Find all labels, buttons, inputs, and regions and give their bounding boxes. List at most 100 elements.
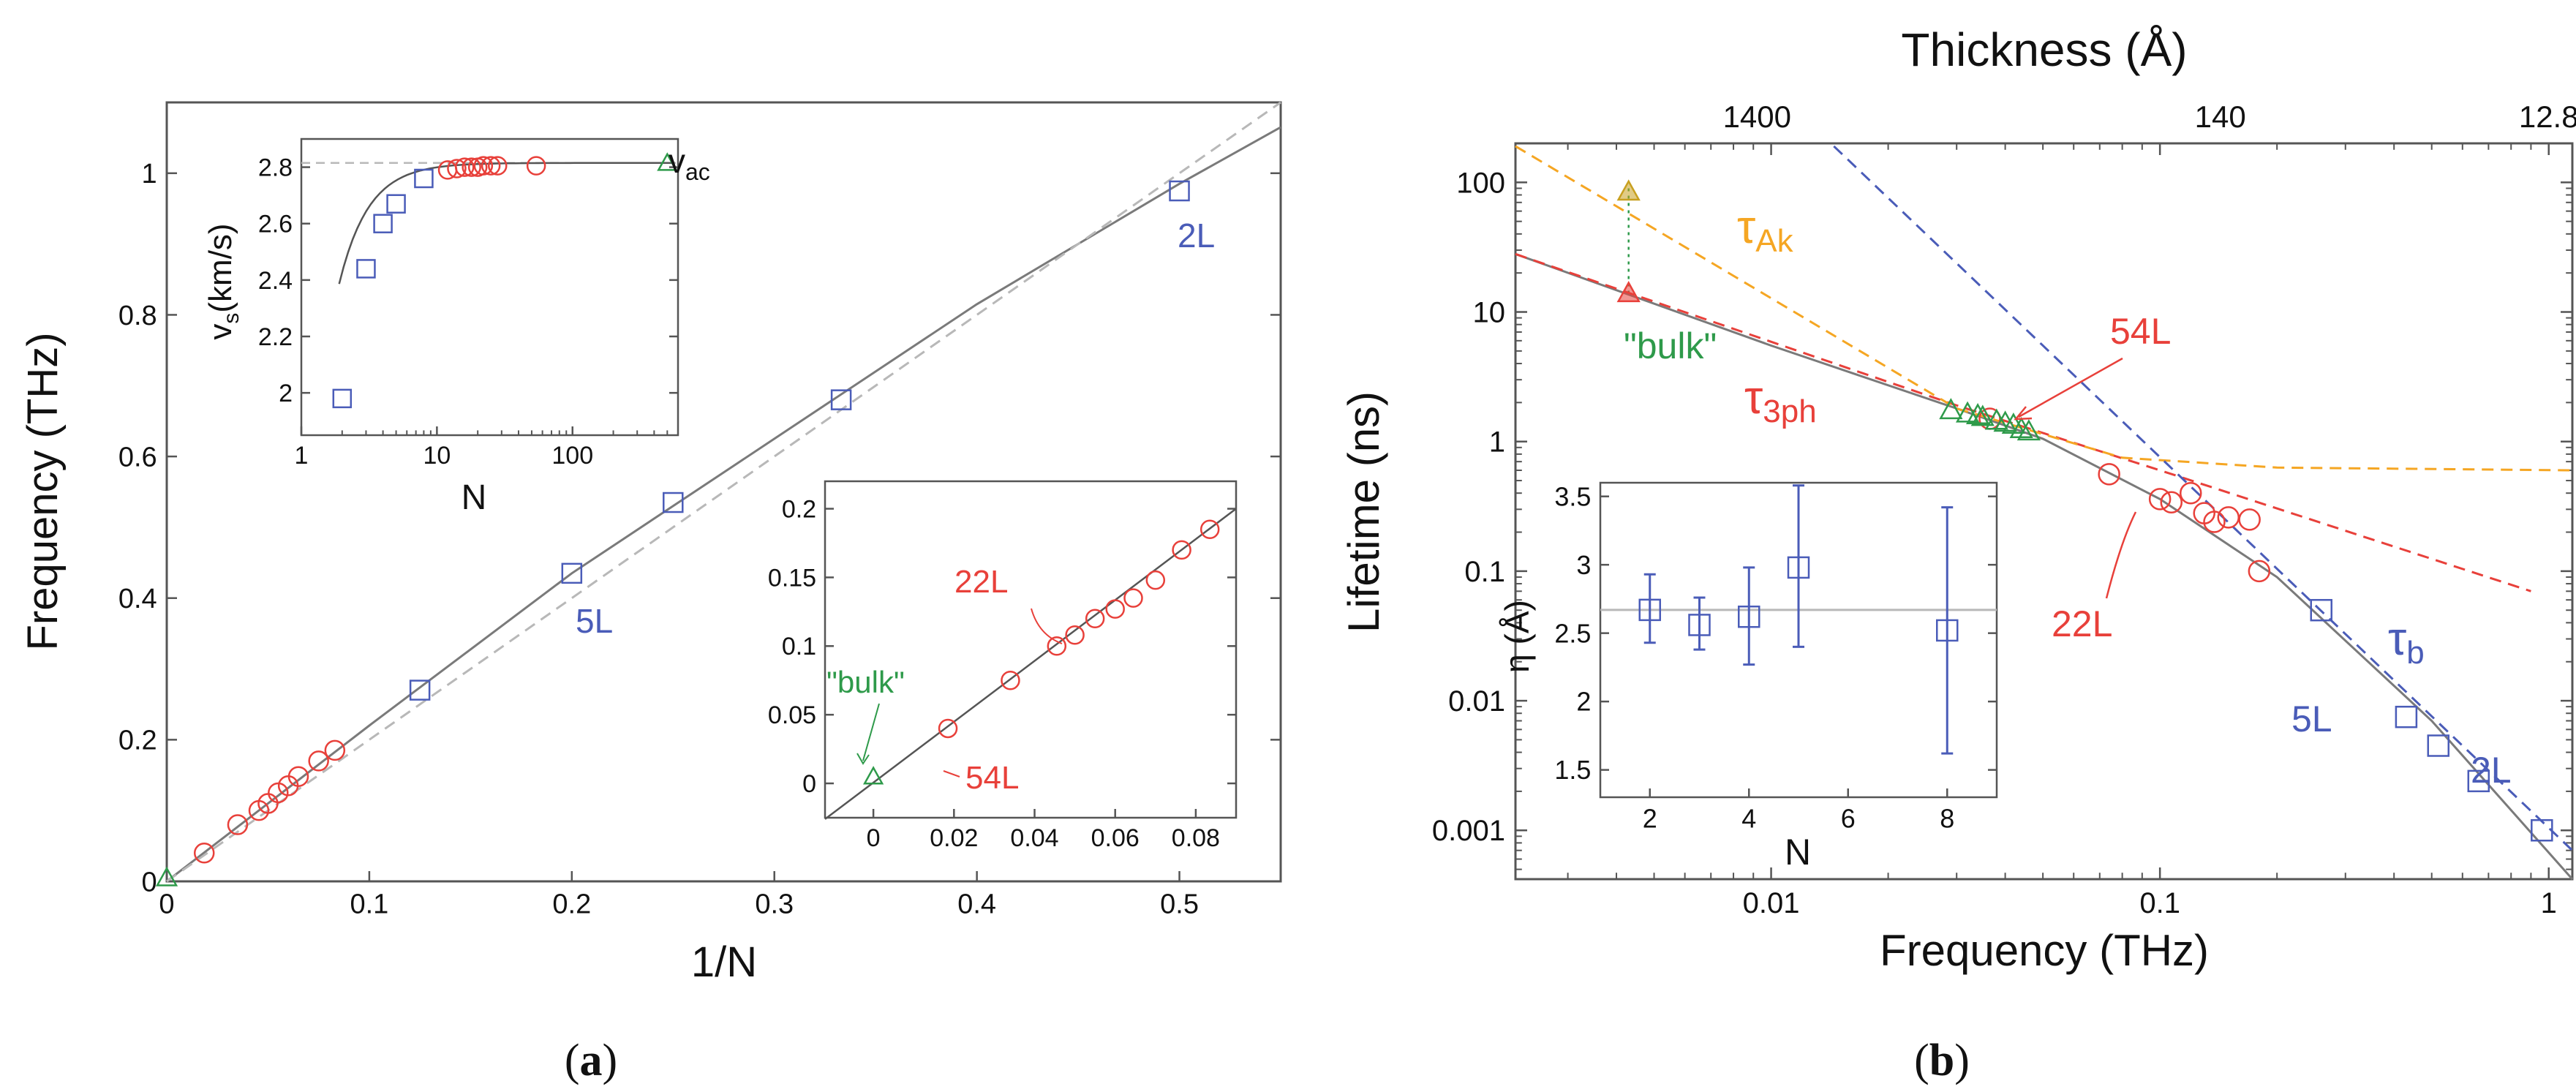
panel-b-5L-label: 5L — [2291, 698, 2332, 739]
pb1-ytick-label: 1.5 — [1554, 755, 1591, 785]
pb-point-circle — [2217, 506, 2240, 529]
pa-series-linear-acoustic — [166, 101, 1281, 883]
pa2-ytick-label: 0.1 — [782, 633, 816, 660]
pa2-point-circle — [1123, 588, 1143, 608]
panel-b-fit-lines — [1515, 145, 2574, 880]
pb-top-xtick-label: 12.8 — [2519, 99, 2576, 134]
panel-b-top-axis-label: Thickness (Å) — [1901, 23, 2187, 76]
pa2-point-circle — [938, 718, 958, 739]
pa1-xtick-label: 10 — [423, 442, 451, 470]
pa2-point-circle — [1200, 519, 1220, 539]
pa-xtick-label: 0.1 — [350, 889, 388, 920]
pa-ytick-label: 0.2 — [118, 726, 157, 756]
pa-xtick-label: 0.2 — [552, 889, 591, 920]
pa2-point-circle — [1085, 609, 1105, 629]
pb1-ytick-label: 2.5 — [1554, 618, 1591, 648]
pa1-point-square — [414, 168, 434, 189]
pb-ytick-label: 1 — [1489, 426, 1505, 459]
panel-a-inset-vs-axes: 1 10 100 2 2.2 2.4 2.6 2.8 — [258, 154, 679, 470]
pa1-point-square — [373, 214, 393, 233]
pa2-point-circle — [1047, 636, 1067, 656]
pb-point-circle — [2179, 481, 2202, 505]
pb-point-circle — [2148, 488, 2172, 511]
panel-label-a: (a) — [565, 1036, 617, 1085]
pb-point-triangle — [1970, 404, 1995, 426]
pa-point-square — [830, 389, 852, 410]
panel-b-bulk-label: "bulk" — [1624, 325, 1717, 366]
panel-a-inset-vs-xlabel: N — [462, 478, 487, 517]
pa2-point-circle — [1001, 670, 1020, 690]
pb1-point-square — [1936, 619, 1959, 642]
pa-series-dispersion-fit — [166, 126, 1281, 883]
pb1-ytick-label: 2 — [1576, 687, 1591, 717]
pa1-point-square — [386, 194, 406, 214]
pa2-fit-line — [824, 508, 1237, 820]
panel-b-data-points — [1616, 179, 2553, 842]
pb-point-triangle — [1939, 398, 1963, 420]
panel-b-inset-ylabel: η (Å) — [1498, 600, 1536, 673]
pa2-point-circle — [1065, 625, 1085, 645]
panel-b-axes: 0.01 0.1 1 0.001 0.01 0.1 1 10 100 1400 140 12.8 — [1432, 99, 2576, 919]
pb-series-tau_ak-fit — [1515, 145, 2573, 472]
pb-ytick-label: 10 — [1473, 297, 1506, 329]
pa-xtick-label: 0 — [159, 889, 174, 920]
pb1-ytick-label: 3.5 — [1554, 481, 1591, 511]
pa-xtick-label: 0.3 — [755, 889, 794, 920]
pa-ytick-label: 0.4 — [118, 584, 157, 614]
pb1-point-square — [1787, 556, 1810, 579]
panel-a-fit-lines — [166, 101, 1281, 883]
pa2-xtick-label: 0.08 — [1172, 824, 1220, 852]
pa1-point-square — [356, 259, 376, 279]
pb-point-triangle — [2016, 419, 2041, 441]
pa-point-circle — [287, 766, 309, 787]
panel-b-inset-axes: 2 4 6 8 1.5 2 2.5 3 3.5 — [1554, 481, 1997, 833]
pb1-xtick-label: 4 — [1741, 803, 1756, 833]
panel-a-annotation-2L: 2L — [1178, 216, 1215, 255]
pb-point-triangle-fill — [1616, 281, 1641, 303]
pb1-xtick-label: 6 — [1841, 803, 1856, 833]
pa1-point-circle — [473, 156, 494, 176]
panel-b-tau-ak-label: τAk — [1737, 200, 1794, 259]
panel-a-axes: 0 0.1 0.2 0.3 0.4 0.5 0 0.2 0.4 0.6 0.8 1 — [118, 159, 1281, 920]
pa-point-circle — [308, 750, 329, 772]
pa1-ytick-label: 2.2 — [258, 323, 293, 351]
panel-b-y-axis-label: Lifetime (ns) — [1339, 391, 1388, 633]
pb-xtick-label: 0.1 — [2139, 887, 2180, 919]
pb1-xtick-label: 8 — [1940, 803, 1954, 833]
panel-a-inset-vs-frame — [300, 138, 679, 437]
pa-point-square — [1169, 180, 1190, 202]
pa2-point-circle — [1145, 570, 1166, 590]
pa1-point-circle — [454, 157, 475, 177]
panel-a-inset-zoom-frame — [824, 480, 1238, 819]
panel-label-b: (b) — [1914, 1036, 1970, 1085]
pa1-point-circle — [488, 156, 508, 176]
pa1-point-circle — [481, 156, 501, 176]
panel-a-inset-vs-points — [332, 152, 678, 409]
panel-a-y-axis-label: Frequency (THz) — [19, 332, 67, 650]
pa2-point-circle — [1105, 599, 1125, 619]
pa-ytick-label: 1 — [142, 159, 157, 189]
pa1-point-circle — [447, 159, 467, 178]
pb-point-square — [2310, 598, 2332, 622]
pa1-ytick-label: 2 — [279, 380, 293, 407]
pa1-point-circle — [462, 157, 481, 177]
pb1-point-square — [1738, 605, 1760, 628]
panel-b-inset-points — [1638, 484, 1959, 755]
panel-b-22L-label: 22L — [2052, 603, 2112, 644]
pa1-point-triangle — [657, 152, 678, 171]
pb1-point-square — [1688, 614, 1711, 636]
pa2-xtick-label: 0.04 — [1010, 824, 1058, 852]
pa2-ytick-label: 0 — [802, 770, 816, 798]
panel-a-inset-vac-label: vac — [669, 142, 710, 185]
pa1-xtick-label: 100 — [551, 442, 593, 470]
panel-b-tau-b-label: τb — [2388, 612, 2425, 671]
pb-xtick-label: 0.01 — [1743, 887, 1800, 919]
panel-b-inset-xlabel: N — [1785, 832, 1811, 873]
pa1-xtick-label: 1 — [295, 442, 309, 470]
pa-point-square — [409, 679, 431, 701]
pb-ytick-label: 0.001 — [1432, 815, 1505, 847]
pa2-point-triangle — [862, 766, 884, 785]
pb-point-circle — [2248, 560, 2271, 583]
pb1-xtick-label: 2 — [1643, 803, 1657, 833]
panel-b-x-axis-label: Frequency (THz) — [1880, 926, 2209, 975]
